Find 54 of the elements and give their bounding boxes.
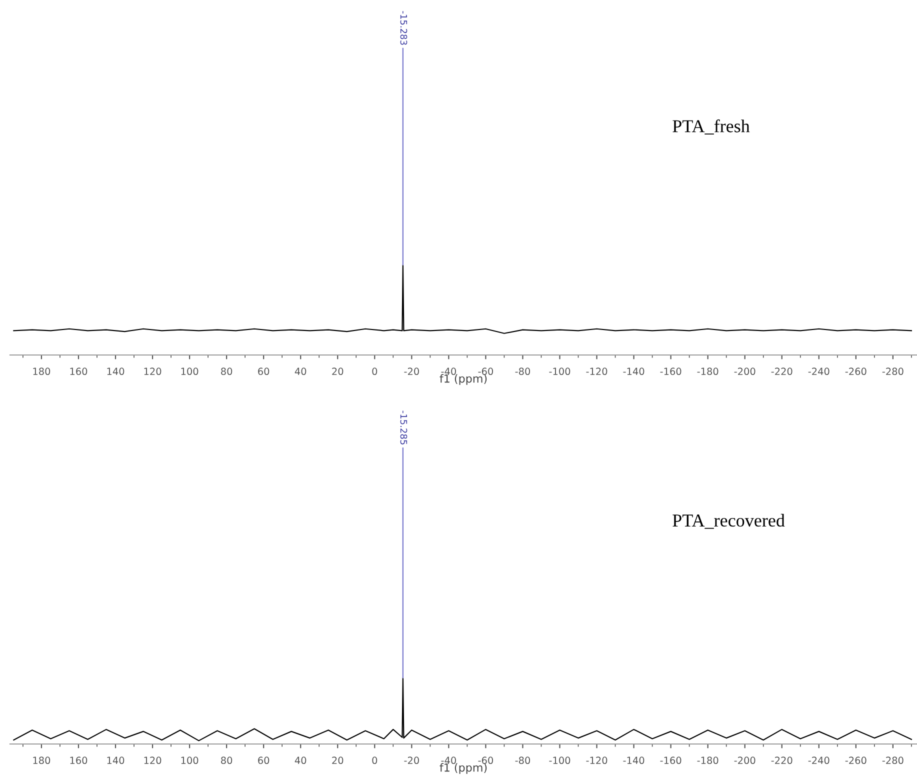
x-tick-label: -80 [515, 368, 530, 376]
text: PTA_fresh [672, 119, 750, 134]
x-tick-label: -240 [808, 368, 830, 376]
x-tick-label: -120 [586, 756, 608, 764]
x-tick-label: -80 [515, 756, 530, 764]
text: PTA_recovered [672, 514, 785, 529]
x-tick-label: 140 [107, 368, 124, 376]
x-tick-label: -40 [441, 368, 456, 376]
x-tick-label: -120 [586, 368, 608, 376]
x-axis-title: f1 (ppm) [440, 374, 487, 385]
x-tick-label: -200 [734, 368, 756, 376]
x-tick-label: -220 [771, 368, 792, 376]
x-tick-label: 120 [144, 756, 162, 764]
x-tick-label: -20 [404, 756, 419, 764]
x-tick-label: 120 [144, 368, 162, 376]
x-tick-label: -160 [660, 368, 682, 376]
x-tick-label: 180 [33, 368, 50, 376]
x-tick-label: 80 [221, 756, 232, 764]
x-tick-label: 0 [372, 756, 378, 764]
x-tick-label: 160 [70, 368, 88, 376]
x-tick-label: -100 [549, 368, 570, 376]
x-tick-label: -260 [845, 756, 866, 764]
x-tick-label: 160 [70, 756, 88, 764]
x-tick-label: -160 [660, 756, 682, 764]
x-tick-label: -60 [478, 368, 494, 376]
x-tick-label: -240 [808, 756, 830, 764]
x-tick-label: -180 [697, 368, 718, 376]
x-tick-label: -140 [623, 368, 644, 376]
x-tick-label: -260 [845, 368, 866, 376]
x-tick-label: -140 [623, 756, 644, 764]
x-tick-label: -280 [882, 756, 904, 764]
x-tick-label: 20 [332, 756, 344, 764]
x-tick-label: 60 [258, 368, 270, 376]
x-tick-label: 140 [107, 756, 124, 764]
x-tick-label: 0 [372, 368, 378, 376]
x-tick-label: 100 [181, 756, 198, 764]
x-tick-label: 60 [258, 756, 270, 764]
text: -15.285 [400, 410, 408, 444]
x-tick-label: -280 [882, 368, 904, 376]
x-tick-label: -220 [771, 756, 792, 764]
x-tick-label: 80 [221, 368, 232, 376]
x-axis-title: f1 (ppm) [440, 763, 487, 774]
x-tick-label: 40 [294, 368, 306, 376]
x-tick-label: -100 [549, 756, 570, 764]
x-tick-label: 40 [294, 756, 306, 764]
x-tick-label: -40 [441, 756, 456, 764]
x-tick-label: -20 [404, 368, 419, 376]
x-tick-label: -180 [697, 756, 718, 764]
x-tick-label: 100 [181, 368, 198, 376]
x-tick-label: -200 [734, 756, 756, 764]
x-tick-label: 180 [33, 756, 50, 764]
x-tick-label: -60 [478, 756, 494, 764]
text: -15.283 [400, 11, 408, 45]
x-tick-label: 20 [332, 368, 344, 376]
